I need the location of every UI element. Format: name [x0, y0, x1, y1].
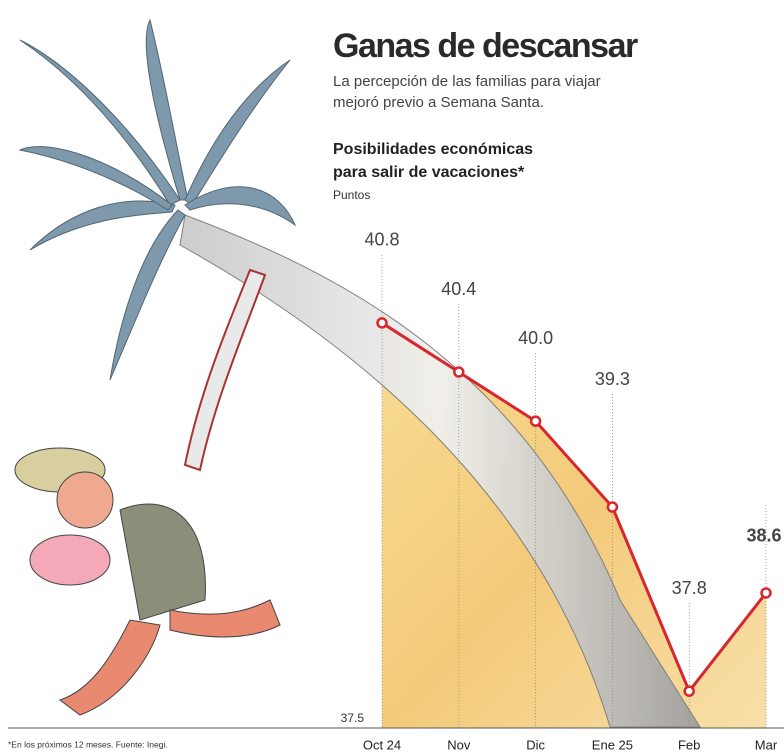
value-label: 40.8 — [364, 230, 399, 250]
point — [685, 687, 694, 696]
point — [378, 318, 387, 327]
unit-label: Puntos — [333, 188, 370, 202]
chart-title-line: para salir de vacaciones* — [333, 164, 525, 181]
page: Ganas de descansar La percepción de las … — [0, 0, 784, 755]
chart-title-line: Posibilidades económicas — [333, 141, 533, 158]
subtitle-line: La percepción de las familias para viaja… — [333, 73, 601, 90]
point — [531, 417, 540, 426]
subtitle-line: mejoró previo a Semana Santa. — [333, 94, 544, 111]
x-tick-label: Dic — [526, 737, 545, 752]
x-tick-label: Feb — [678, 737, 700, 752]
title: Ganas de descansar — [333, 27, 638, 65]
value-label: 40.4 — [441, 279, 476, 299]
x-tick-label: Mar — [755, 737, 778, 752]
y-tick-label: 37.5 — [341, 711, 365, 725]
value-label: 40.0 — [518, 328, 553, 348]
footnote: *En los próximos 12 meses. Fuente: Inegi… — [8, 739, 168, 749]
value-label: 38.6 — [746, 526, 781, 546]
x-tick-label: Oct 24 — [363, 737, 401, 752]
x-tick-label: Ene 25 — [592, 737, 633, 752]
chart: Ganas de descansar La percepción de las … — [0, 0, 784, 755]
value-label: 39.3 — [595, 369, 630, 389]
value-label: 37.8 — [672, 578, 707, 598]
point — [762, 588, 771, 597]
traveler-illustration — [15, 448, 280, 715]
point — [454, 368, 463, 377]
point — [608, 503, 617, 512]
x-tick-label: Nov — [447, 737, 471, 752]
